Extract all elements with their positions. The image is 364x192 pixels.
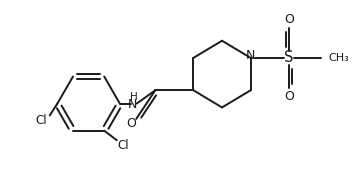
Text: CH₃: CH₃ bbox=[329, 53, 349, 63]
Text: H: H bbox=[130, 92, 138, 102]
Text: S: S bbox=[284, 50, 293, 65]
Text: Cl: Cl bbox=[35, 113, 47, 127]
Text: N: N bbox=[246, 50, 255, 62]
Text: O: O bbox=[284, 13, 294, 26]
Text: O: O bbox=[284, 89, 294, 103]
Text: N: N bbox=[127, 98, 137, 111]
Text: O: O bbox=[126, 117, 136, 130]
Text: Cl: Cl bbox=[118, 139, 130, 152]
